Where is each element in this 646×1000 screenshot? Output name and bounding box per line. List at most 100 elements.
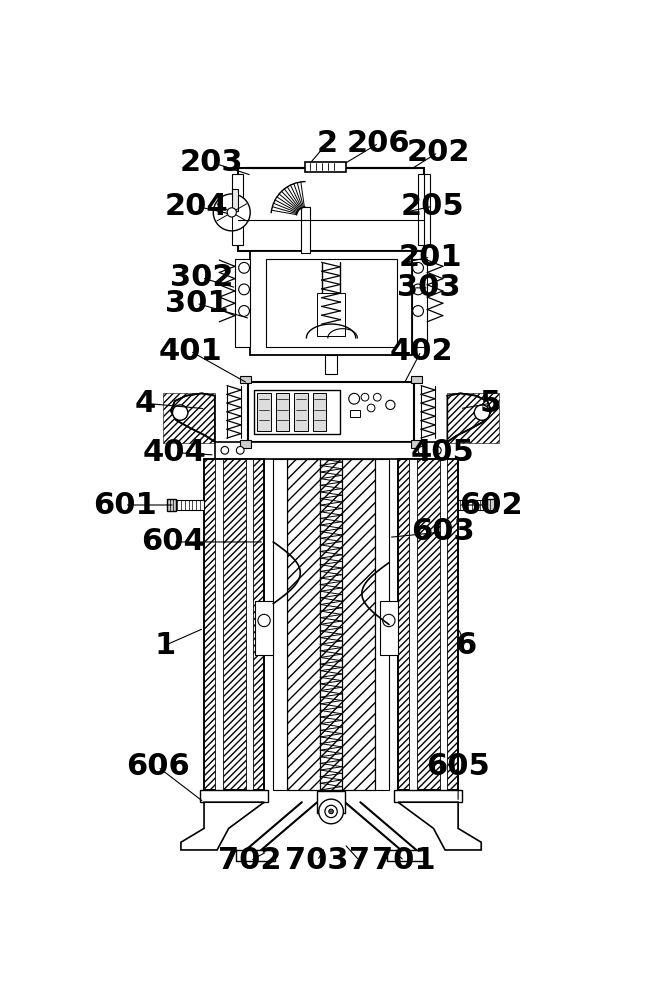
Bar	[250, 251, 412, 355]
Text: 601: 601	[93, 490, 156, 520]
Bar	[236, 850, 275, 861]
Text: 4: 4	[135, 389, 156, 418]
Circle shape	[172, 405, 188, 420]
Bar	[200, 790, 268, 802]
Text: 401: 401	[158, 336, 222, 365]
Bar	[276, 393, 289, 431]
Text: 204: 204	[165, 192, 228, 221]
Text: 606: 606	[126, 752, 190, 781]
Bar	[287, 459, 375, 790]
Bar	[398, 459, 458, 790]
Text: 302: 302	[170, 263, 233, 292]
Text: 301: 301	[165, 289, 228, 318]
Bar	[301, 207, 310, 253]
Circle shape	[325, 805, 337, 818]
Text: 2: 2	[317, 129, 338, 158]
Circle shape	[238, 306, 249, 316]
Bar	[388, 850, 426, 861]
Text: 701: 701	[372, 846, 436, 875]
Circle shape	[386, 400, 395, 410]
Bar	[375, 459, 389, 790]
Circle shape	[318, 799, 344, 824]
Bar	[238, 168, 424, 251]
Circle shape	[236, 446, 244, 454]
Bar	[320, 459, 342, 790]
Bar	[255, 601, 273, 655]
Bar	[440, 459, 447, 790]
Bar	[325, 355, 337, 374]
Circle shape	[361, 393, 369, 401]
Bar	[409, 459, 417, 790]
Circle shape	[238, 284, 249, 295]
Bar	[232, 189, 238, 211]
Circle shape	[413, 284, 424, 295]
Polygon shape	[181, 802, 264, 850]
Text: 605: 605	[426, 752, 490, 781]
Bar	[420, 174, 430, 245]
Text: 702: 702	[218, 846, 282, 875]
Bar	[487, 499, 497, 511]
Bar	[204, 459, 264, 790]
Bar	[418, 174, 424, 245]
Text: 205: 205	[401, 192, 464, 221]
Circle shape	[213, 194, 250, 231]
Circle shape	[418, 446, 426, 454]
Text: 603: 603	[411, 517, 475, 546]
Circle shape	[238, 262, 249, 273]
Polygon shape	[171, 393, 215, 442]
Bar	[294, 393, 308, 431]
Bar	[394, 790, 462, 802]
Bar	[349, 410, 360, 417]
Bar	[167, 499, 176, 511]
Bar	[305, 162, 346, 172]
Polygon shape	[447, 393, 491, 442]
Polygon shape	[398, 802, 481, 850]
Bar	[232, 174, 242, 245]
Bar	[204, 459, 264, 790]
Circle shape	[373, 393, 381, 401]
Circle shape	[258, 614, 270, 627]
Text: 7: 7	[349, 846, 370, 875]
Text: 6: 6	[455, 631, 477, 660]
Text: 404: 404	[143, 438, 207, 467]
Text: 201: 201	[399, 243, 463, 272]
Bar	[215, 442, 447, 459]
Bar	[245, 459, 253, 790]
Bar	[257, 393, 271, 431]
Text: 604: 604	[141, 527, 205, 556]
Bar	[287, 459, 375, 790]
Circle shape	[382, 614, 395, 627]
Text: 203: 203	[180, 148, 244, 177]
Bar	[235, 259, 250, 347]
Bar	[411, 440, 422, 448]
Bar	[380, 601, 398, 655]
Text: 5: 5	[480, 389, 501, 418]
Text: 202: 202	[406, 138, 470, 167]
Bar	[240, 376, 251, 383]
Bar	[447, 393, 499, 443]
Bar	[398, 459, 458, 790]
Bar	[411, 376, 422, 383]
Text: 405: 405	[411, 438, 475, 467]
Text: 1: 1	[155, 631, 176, 660]
Bar	[313, 393, 326, 431]
Circle shape	[329, 809, 333, 814]
Circle shape	[368, 404, 375, 412]
Bar	[163, 393, 215, 443]
Bar	[248, 382, 414, 442]
Circle shape	[474, 405, 490, 420]
Bar	[273, 459, 287, 790]
Bar	[458, 500, 487, 510]
Circle shape	[413, 306, 424, 316]
Circle shape	[227, 208, 236, 217]
Text: 206: 206	[347, 129, 411, 158]
Bar	[317, 791, 345, 813]
Bar	[254, 389, 340, 434]
Bar	[412, 259, 427, 347]
Text: 602: 602	[459, 490, 522, 520]
Circle shape	[349, 393, 360, 404]
Bar	[240, 440, 251, 448]
Text: 303: 303	[397, 273, 461, 302]
Text: 703: 703	[286, 846, 349, 875]
Circle shape	[221, 446, 229, 454]
